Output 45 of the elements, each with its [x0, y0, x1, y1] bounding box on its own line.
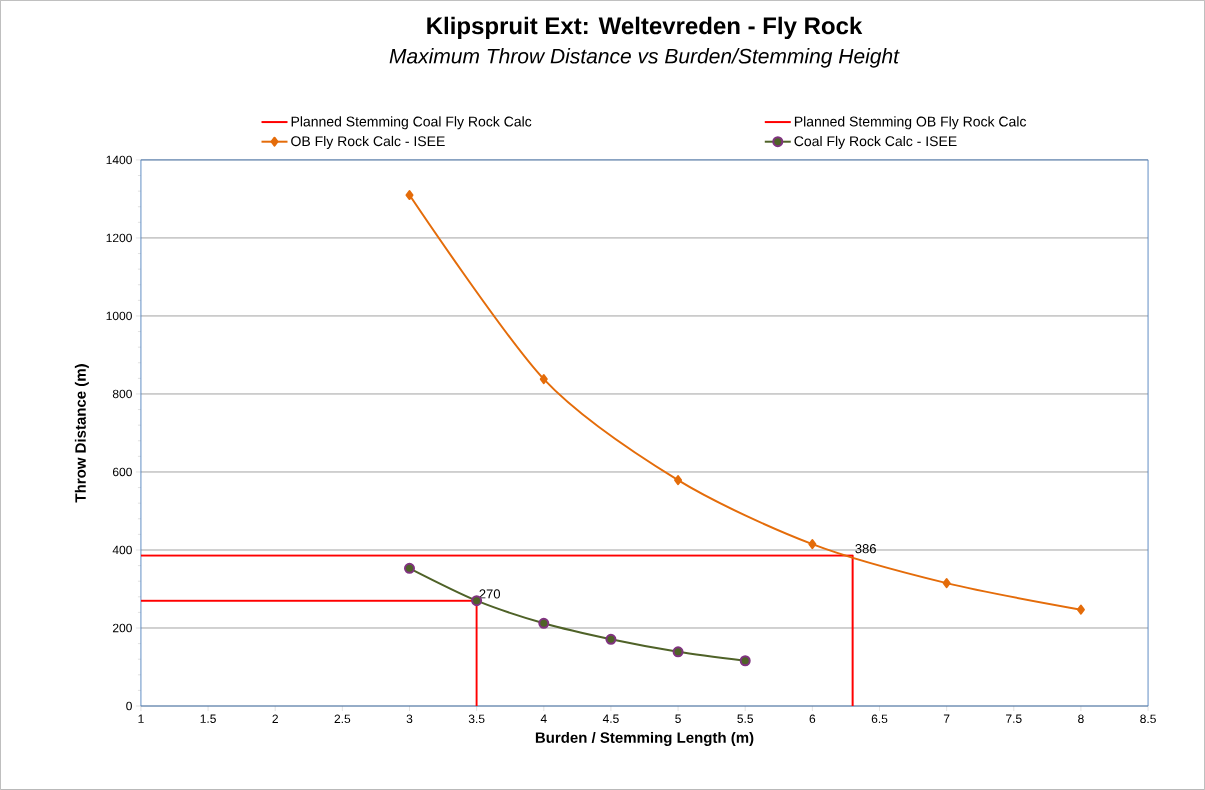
y-tick-label: 800 [112, 389, 132, 399]
legend-label: Coal Fly Rock Calc - ISEE [794, 135, 957, 149]
x-tick-label: 5.5 [737, 714, 754, 723]
y-tick-label: 400 [112, 545, 132, 555]
x-tick-label: 2 [272, 714, 278, 723]
x-tick-label: 6 [809, 714, 816, 724]
point [1076, 604, 1085, 615]
chart-title: Klipspruit Ext: Weltevreden - Fly Rock [427, 16, 863, 40]
y-tick-label: 1000 [106, 311, 132, 321]
point [674, 475, 683, 486]
x-tick-label: 2.5 [334, 714, 351, 724]
x-tick-label: 3 [406, 714, 413, 724]
y-axis-title: Throw Distance (m) [74, 364, 89, 503]
x-tick-label: 6.5 [871, 714, 888, 724]
y-tick-label: 1200 [106, 233, 132, 243]
x-tick-label: 3.5 [468, 714, 485, 724]
point [672, 646, 684, 658]
point [808, 539, 817, 550]
x-tick-label: 4 [540, 714, 547, 723]
annotation: 386 [855, 544, 876, 554]
x-tick-label: 7.5 [1006, 714, 1022, 723]
x-tick-label: 5 [675, 714, 681, 723]
x-tick-label: 8 [1078, 714, 1084, 724]
x-tick-label: 1.5 [200, 714, 216, 723]
y-tick-label: 0 [126, 701, 132, 711]
y-tick-label: 600 [112, 467, 132, 477]
x-tick-label: 4.5 [602, 714, 619, 723]
y-tick-label: 1400 [106, 155, 132, 165]
point [942, 578, 951, 589]
point [739, 655, 751, 667]
annotation: 270 [479, 589, 501, 599]
x-axis-title: Burden / Stemming Length (m) [535, 731, 754, 746]
point [539, 374, 548, 385]
legend-label: OB Fly Rock Calc - ISEE [291, 135, 445, 149]
y-tick-label: 200 [112, 623, 132, 633]
x-tick-label: 7 [943, 714, 950, 723]
point [538, 617, 550, 629]
legend-label: Planned Stemming Coal Fly Rock Calc [291, 116, 532, 130]
chart-subtitle: Maximum Throw Distance vs Burden/Stemming Height [389, 48, 900, 68]
point [404, 562, 415, 574]
point [605, 633, 617, 645]
point [405, 190, 414, 201]
legend-label: Planned Stemming OB Fly Rock Calc [794, 116, 1027, 130]
x-tick-label: 1 [138, 714, 144, 723]
x-tick-label: 8.5 [1140, 714, 1156, 724]
